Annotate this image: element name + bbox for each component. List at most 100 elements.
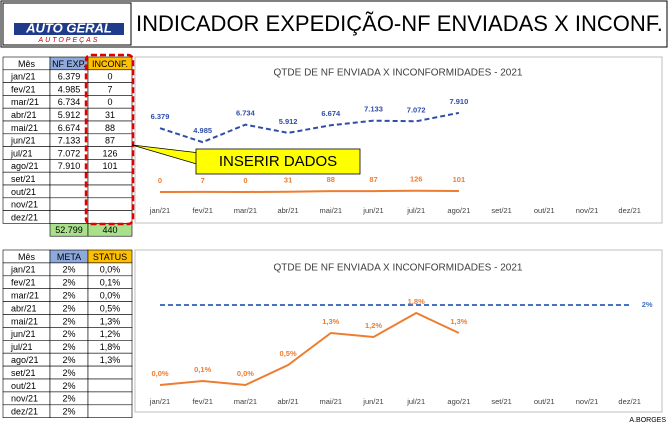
x-tick-label: jul/21 xyxy=(406,397,425,406)
cell-text: 0,0% xyxy=(100,265,121,275)
x-tick-label: set/21 xyxy=(491,397,511,406)
cell-text: 4.985 xyxy=(58,84,81,94)
cell xyxy=(49,210,89,224)
total-text: 440 xyxy=(102,225,117,235)
cell-text: 1,8% xyxy=(100,342,121,352)
cell-text: ago/21 xyxy=(11,355,39,365)
x-tick-label: ago/21 xyxy=(447,206,470,215)
cell-text: 7.072 xyxy=(58,148,81,158)
data-label: 0 xyxy=(243,176,247,185)
cell xyxy=(49,197,89,211)
cell xyxy=(87,365,133,380)
data-label: 7 xyxy=(201,176,205,185)
cell-text: 31 xyxy=(105,110,115,120)
x-tick-label: abr/21 xyxy=(277,397,298,406)
cell-text: jan/21 xyxy=(10,265,36,275)
cell-text: 0,0% xyxy=(100,291,121,301)
cell-text: 88 xyxy=(105,123,115,133)
data-label: 0,0% xyxy=(237,369,254,378)
cell-text: set/21 xyxy=(11,174,36,184)
data-label: 1,8% xyxy=(408,297,425,306)
chart1-box xyxy=(134,56,663,224)
series-line xyxy=(159,189,459,194)
cell-text: 0 xyxy=(107,72,112,82)
x-tick-label: out/21 xyxy=(534,397,555,406)
cell-text: 2% xyxy=(62,303,75,313)
cell-text: 1,2% xyxy=(100,329,121,339)
column-header: NF EXP. xyxy=(52,59,86,69)
cell xyxy=(87,404,133,418)
x-tick-label: out/21 xyxy=(534,206,555,215)
data-label: 1,3% xyxy=(450,317,467,326)
cell-text: out/21 xyxy=(11,187,36,197)
total-text: 52.799 xyxy=(55,225,83,235)
cell-text: jun/21 xyxy=(10,329,36,339)
cell-text: dez/21 xyxy=(11,407,38,417)
cell-text: 2% xyxy=(62,265,75,275)
cell-text: 0,1% xyxy=(100,278,121,288)
cell xyxy=(87,210,133,224)
data-label: 6.379 xyxy=(151,112,170,121)
x-tick-label: dez/21 xyxy=(618,206,641,215)
cell-text: abr/21 xyxy=(11,303,37,313)
cell-text: mar/21 xyxy=(11,97,39,107)
data-label: 7.133 xyxy=(364,105,383,114)
cell-text: fev/21 xyxy=(11,278,36,288)
cell xyxy=(87,184,133,199)
data-label: 0,1% xyxy=(194,365,211,374)
x-tick-label: nov/21 xyxy=(576,397,599,406)
x-tick-label: set/21 xyxy=(491,206,511,215)
cell-text: fev/21 xyxy=(11,84,36,94)
cell-text: 87 xyxy=(105,136,115,146)
callout-text: INSERIR DADOS xyxy=(219,153,337,170)
column-header: STATUS xyxy=(93,252,127,262)
x-tick-label: jan/21 xyxy=(149,206,170,215)
cell-text: 2% xyxy=(62,316,75,326)
column-header: INCONF. xyxy=(92,59,128,69)
x-tick-label: nov/21 xyxy=(576,206,599,215)
data-label: 1,2% xyxy=(365,321,382,330)
column-header: META xyxy=(57,252,81,262)
data-label: 6.674 xyxy=(321,109,341,118)
cell-text: 2% xyxy=(62,278,75,288)
chart-title: QTDE DE NF ENVIADA X INCONFORMIDADES - 2… xyxy=(274,263,523,274)
cell-text: 6.379 xyxy=(58,72,81,82)
data-label: 5.912 xyxy=(279,117,298,126)
cell-text: 2% xyxy=(62,407,75,417)
data-label: 7.910 xyxy=(450,97,469,106)
cell-text: mai/21 xyxy=(11,316,38,326)
cell-text: set/21 xyxy=(11,368,36,378)
data-label: 88 xyxy=(327,175,335,184)
x-tick-label: ago/21 xyxy=(447,397,470,406)
cell xyxy=(87,197,133,211)
data-label: 6.734 xyxy=(236,109,256,118)
logo-band xyxy=(14,23,124,35)
x-tick-label: jul/21 xyxy=(406,206,425,215)
cell-text: ago/21 xyxy=(11,161,39,171)
data-label: 126 xyxy=(410,175,423,184)
cell-text: 126 xyxy=(102,148,117,158)
cell xyxy=(87,378,133,393)
cell-text: out/21 xyxy=(11,381,36,391)
cell-text: 2% xyxy=(62,291,75,301)
page-title: INDICADOR EXPEDIÇÃO-NF ENVIADAS X INCONF… xyxy=(136,11,663,36)
cell-text: 7.910 xyxy=(58,161,81,171)
data-label: 0 xyxy=(158,176,162,185)
cell-text: 6.674 xyxy=(58,123,81,133)
cell-text: jun/21 xyxy=(10,136,36,146)
logo-sub: AUTOPEÇAS xyxy=(37,37,99,44)
x-tick-label: fev/21 xyxy=(192,206,212,215)
cell-text: 7 xyxy=(107,84,112,94)
cell-text: 1,3% xyxy=(100,355,121,365)
x-tick-label: mai/21 xyxy=(320,206,343,215)
x-tick-label: dez/21 xyxy=(618,397,641,406)
series-line xyxy=(159,111,460,144)
cell-text: nov/21 xyxy=(11,200,38,210)
data-label: 0,5% xyxy=(280,349,297,358)
cell-text: 7.133 xyxy=(58,136,81,146)
cell-text: 0 xyxy=(107,97,112,107)
cell-text: 1,3% xyxy=(100,316,121,326)
chart-title: QTDE DE NF ENVIADA X INCONFORMIDADES - 2… xyxy=(274,68,523,79)
cell-text: 2% xyxy=(62,355,75,365)
cell-text: 2% xyxy=(62,381,75,391)
